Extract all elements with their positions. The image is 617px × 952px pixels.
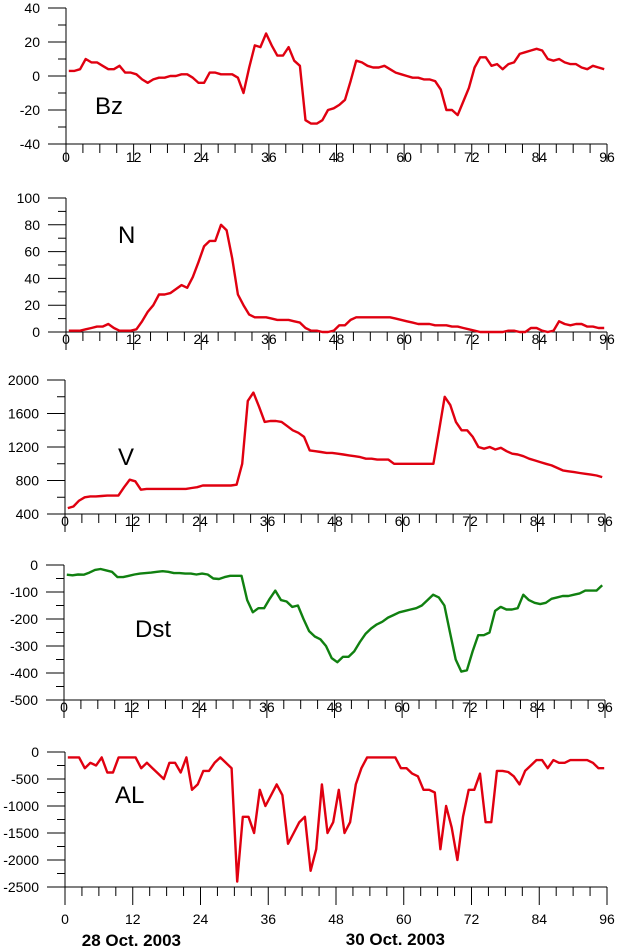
y-tick-label: 80 xyxy=(24,217,40,233)
y-tick-label: -500 xyxy=(11,771,39,787)
panel-label-n: N xyxy=(118,222,135,249)
x-tick-label: 72 xyxy=(464,149,480,165)
x-tick-label: 36 xyxy=(261,331,277,347)
y-tick-label: 1200 xyxy=(8,439,39,455)
y-tick-label: 0 xyxy=(32,324,40,340)
y-tick-label: 2000 xyxy=(8,372,39,388)
panel-bz: -40 -20 0 20 40 0 12 24 36 48 60 72 84 96 Bz xyxy=(20,0,615,165)
series-line-al xyxy=(67,756,605,883)
x-tick-label: 60 xyxy=(396,149,412,165)
y-tick-label: 40 xyxy=(24,0,40,16)
x-tick-label: 0 xyxy=(62,331,70,347)
x-tick-label: 48 xyxy=(329,149,345,165)
x-tick-label: 48 xyxy=(329,331,345,347)
y-tick-label: -2000 xyxy=(3,852,39,868)
panel-label-dst: Dst xyxy=(135,616,171,643)
x-tick-label: 72 xyxy=(462,699,478,715)
y-tick-label: -20 xyxy=(20,102,40,118)
y-tick-label: 60 xyxy=(24,244,40,260)
series-line-dst xyxy=(66,567,604,673)
y-tick-label: 0 xyxy=(31,744,39,760)
x-tick-label: 24 xyxy=(193,911,209,927)
y-tick-label: -2500 xyxy=(3,879,39,895)
y-tick-label: 800 xyxy=(16,473,40,489)
x-tick-label: 12 xyxy=(126,149,142,165)
x-tick-label: 36 xyxy=(261,149,277,165)
y-tick-label: 0 xyxy=(30,557,38,573)
x-tick-label: 24 xyxy=(192,513,208,529)
x-tick-label: 36 xyxy=(260,911,276,927)
series-line-n xyxy=(68,223,605,334)
x-tick-label: 60 xyxy=(396,911,412,927)
y-tick-label: 100 xyxy=(17,190,41,206)
panel-label-al: AL xyxy=(115,782,144,809)
x-tick-label: 0 xyxy=(60,699,68,715)
x-tick-label: 24 xyxy=(193,149,209,165)
date-label-30-oct: 30 Oct. 2003 xyxy=(346,930,445,949)
x-tick-label: 84 xyxy=(530,513,546,529)
x-tick-label: 48 xyxy=(327,699,343,715)
y-tick-label: 20 xyxy=(24,34,40,50)
x-tick-label: 84 xyxy=(530,699,546,715)
x-tick-label: 24 xyxy=(191,699,207,715)
y-tick-label: -1500 xyxy=(3,825,39,841)
series-line-v xyxy=(67,391,603,510)
x-tick-label: 72 xyxy=(462,513,478,529)
x-tick-label: 96 xyxy=(599,149,615,165)
x-tick-label: 84 xyxy=(532,149,548,165)
panel-v: 400 800 1200 1600 2000 0 12 24 36 48 60 72 84 96 V xyxy=(8,372,613,532)
x-tick-label: 96 xyxy=(599,911,615,927)
x-tick-label: 12 xyxy=(125,513,141,529)
y-tick-label: -300 xyxy=(10,638,38,654)
x-tick-label: 12 xyxy=(126,331,142,347)
x-tick-label: 48 xyxy=(328,911,344,927)
x-tick-label: 72 xyxy=(464,911,480,927)
x-tick-label: 0 xyxy=(61,513,69,529)
x-tick-label: 0 xyxy=(62,149,70,165)
x-tick-label: 96 xyxy=(599,331,615,347)
panel-n: 0 20 40 60 80 100 0 12 24 36 48 60 72 84 96 N xyxy=(17,190,615,350)
panel-dst: -500 -400 -300 -200 -100 0 0 12 24 36 48 60 72 84 96 Ds… xyxy=(10,557,613,718)
y-tick-label: 400 xyxy=(16,506,40,522)
x-tick-label: 36 xyxy=(260,513,276,529)
y-tick-label: 40 xyxy=(24,270,40,286)
x-tick-label: 96 xyxy=(597,699,613,715)
y-tick-label: -100 xyxy=(10,584,38,600)
y-tick-label: -200 xyxy=(10,611,38,627)
x-tick-label: 84 xyxy=(532,331,548,347)
x-tick-label: 60 xyxy=(395,513,411,529)
x-tick-label: 24 xyxy=(193,331,209,347)
x-tick-label: 72 xyxy=(464,331,480,347)
x-tick-label: 12 xyxy=(125,911,141,927)
y-tick-label: 0 xyxy=(32,68,40,84)
x-tick-label: 48 xyxy=(327,513,343,529)
x-tick-label: 36 xyxy=(259,699,275,715)
panel-label-v: V xyxy=(118,444,134,471)
x-tick-label: 60 xyxy=(396,331,412,347)
y-tick-label: -400 xyxy=(10,665,38,681)
y-tick-label: -500 xyxy=(10,692,38,708)
x-tick-label: 96 xyxy=(597,513,613,529)
x-tick-label: 0 xyxy=(61,911,69,927)
y-tick-label: -40 xyxy=(20,136,40,152)
x-tick-label: 60 xyxy=(394,699,410,715)
series-line-bz xyxy=(68,32,605,125)
x-tick-label: 12 xyxy=(124,699,140,715)
date-label-28-oct: 28 Oct. 2003 xyxy=(82,931,181,950)
panel-al: -2500 -2000 -1500 -1000 -500 0 0 12 24 36 48 60 72 84… xyxy=(3,744,615,927)
y-tick-label: 20 xyxy=(24,297,40,313)
y-tick-label: -1000 xyxy=(3,798,39,814)
panel-label-bz: Bz xyxy=(95,93,123,120)
x-tick-label: 84 xyxy=(531,911,547,927)
y-tick-label: 1600 xyxy=(8,406,39,422)
